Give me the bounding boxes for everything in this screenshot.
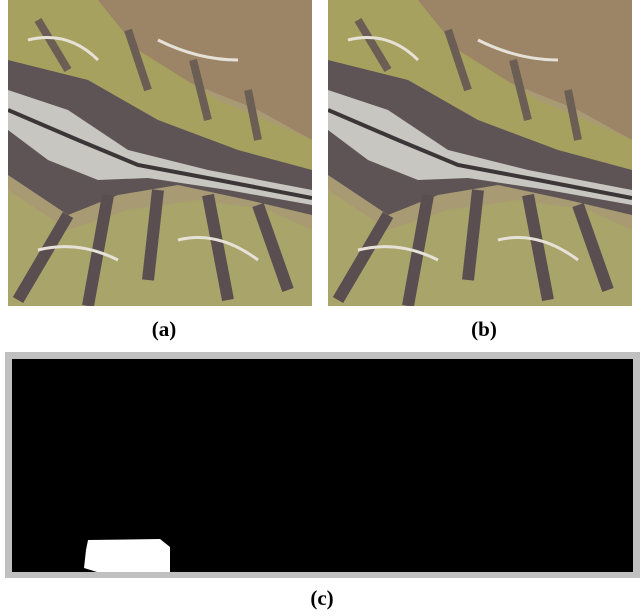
panel-label: (b) [471,317,497,341]
panel-label: (c) [310,586,333,610]
image-a [8,0,312,306]
figure-canvas: (a) (b) (c) [0,0,642,616]
figure: (a) (b) (c) [0,0,642,616]
image-b [328,0,632,306]
change-region [84,539,170,572]
panel-label: (a) [152,317,177,341]
